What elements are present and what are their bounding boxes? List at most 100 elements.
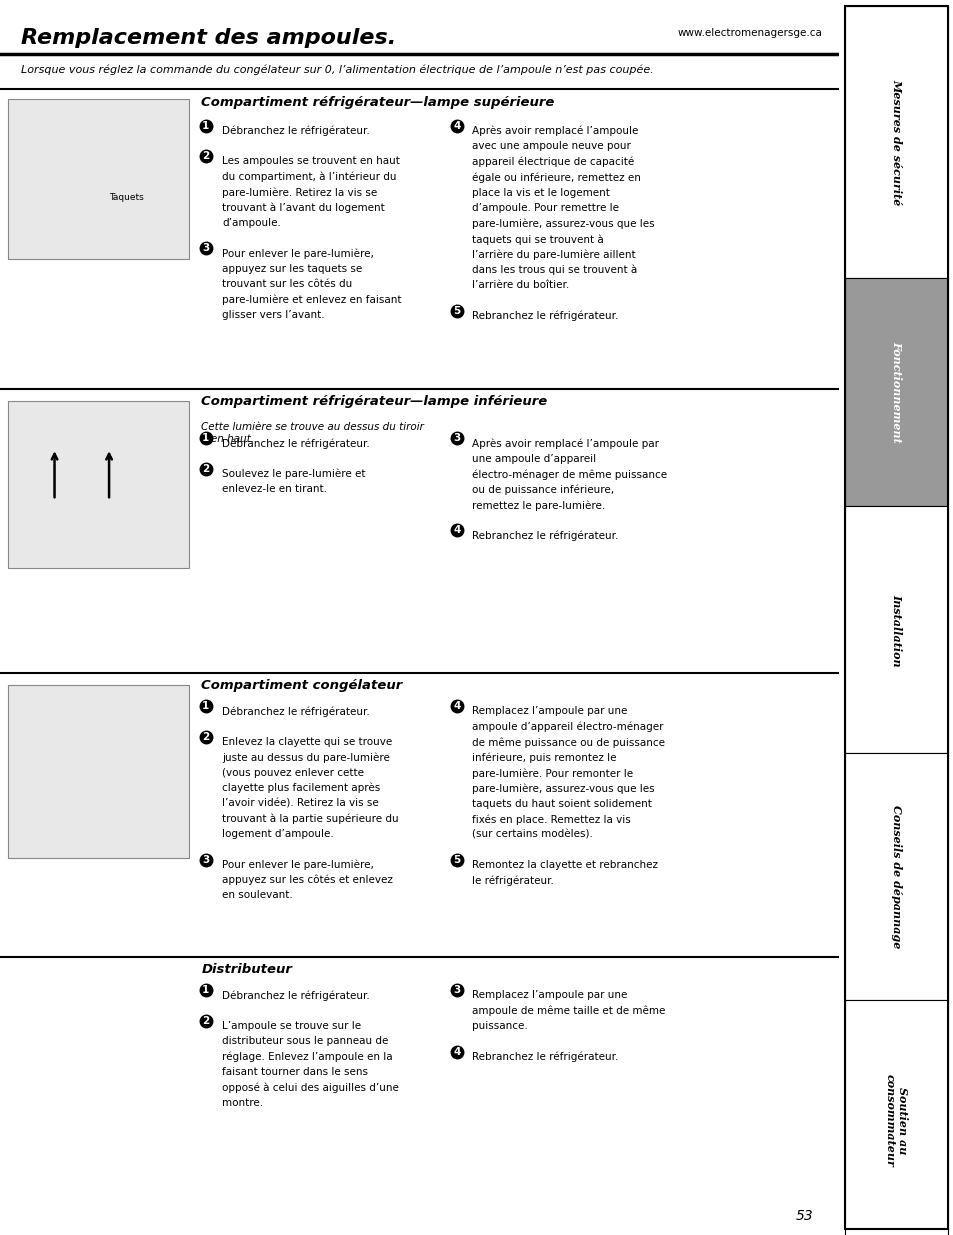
Text: trouvant sur les côtés du: trouvant sur les côtés du: [222, 279, 353, 289]
Text: Installation: Installation: [890, 594, 901, 666]
Text: pare-lumière, assurez-vous que les: pare-lumière, assurez-vous que les: [471, 784, 654, 794]
Bar: [843, 506, 947, 753]
Text: place la vis et le logement: place la vis et le logement: [471, 188, 609, 198]
Text: www.electromenagersge.ca: www.electromenagersge.ca: [677, 28, 821, 38]
Text: opposé à celui des aiguilles d’une: opposé à celui des aiguilles d’une: [222, 1082, 398, 1093]
Text: Rebranchez le réfrigérateur.: Rebranchez le réfrigérateur.: [471, 1051, 618, 1062]
Text: Mesures de sécurité: Mesures de sécurité: [890, 79, 901, 205]
Bar: [9, 685, 189, 858]
Text: Lorsque vous réglez la commande du congélateur sur 0, l’alimentation électrique : Lorsque vous réglez la commande du congé…: [21, 64, 653, 75]
Text: 4: 4: [453, 701, 460, 711]
Text: Débranchez le réfrigérateur.: Débranchez le réfrigérateur.: [222, 706, 370, 718]
Text: 1: 1: [202, 986, 209, 995]
Bar: [843, 278, 947, 506]
Text: l’arrière du boîtier.: l’arrière du boîtier.: [471, 280, 568, 290]
Text: Débranchez le réfrigérateur.: Débranchez le réfrigérateur.: [222, 990, 370, 1002]
Text: pare-lumière, assurez-vous que les: pare-lumière, assurez-vous que les: [471, 219, 654, 230]
Text: clayette plus facilement après: clayette plus facilement après: [222, 783, 380, 794]
Text: puissance.: puissance.: [471, 1021, 527, 1031]
Text: Compartiment congélateur: Compartiment congélateur: [201, 679, 402, 693]
Text: Compartiment réfrigérateur—lampe supérieure: Compartiment réfrigérateur—lampe supérie…: [201, 96, 554, 110]
Text: Fonctionnement: Fonctionnement: [890, 341, 901, 443]
Text: 1: 1: [202, 701, 209, 711]
Text: logement d’ampoule.: logement d’ampoule.: [222, 830, 334, 840]
Text: 3: 3: [454, 986, 460, 995]
Text: appuyez sur les taquets se: appuyez sur les taquets se: [222, 263, 362, 274]
Bar: [843, 753, 947, 1000]
Text: 2: 2: [202, 151, 209, 162]
Text: Débranchez le réfrigérateur.: Débranchez le réfrigérateur.: [222, 438, 370, 450]
Bar: [9, 401, 189, 568]
Text: Soutien au
consommateur: Soutien au consommateur: [883, 1074, 907, 1167]
Text: montre.: montre.: [222, 1098, 263, 1108]
Text: juste au dessus du pare-lumière: juste au dessus du pare-lumière: [222, 752, 390, 763]
Text: Pour enlever le pare-lumière,: Pour enlever le pare-lumière,: [222, 248, 374, 259]
Text: pare-lumière et enlevez en faisant: pare-lumière et enlevez en faisant: [222, 294, 401, 305]
Text: glisser vers l’avant.: glisser vers l’avant.: [222, 310, 325, 320]
Text: Enlevez la clayette qui se trouve: Enlevez la clayette qui se trouve: [222, 736, 393, 747]
Text: d’ampoule.: d’ampoule.: [222, 217, 281, 228]
Text: Après avoir remplacé l’ampoule par: Après avoir remplacé l’ampoule par: [471, 438, 658, 450]
Text: remettez le pare-lumière.: remettez le pare-lumière.: [471, 500, 604, 511]
Text: taquets du haut soient solidement: taquets du haut soient solidement: [471, 799, 651, 809]
Text: 1: 1: [202, 121, 209, 131]
Text: une ampoule d’appareil: une ampoule d’appareil: [471, 453, 595, 464]
Text: ampoule d’appareil électro-ménager: ampoule d’appareil électro-ménager: [471, 721, 662, 732]
Text: 4: 4: [453, 525, 460, 536]
Text: Remplacez l’ampoule par une: Remplacez l’ampoule par une: [471, 706, 626, 716]
Text: dans les trous qui se trouvent à: dans les trous qui se trouvent à: [471, 266, 636, 275]
Text: le réfrigérateur.: le réfrigérateur.: [471, 876, 553, 887]
Text: 4: 4: [453, 1046, 460, 1057]
Text: pare-lumière. Pour remonter le: pare-lumière. Pour remonter le: [471, 768, 632, 779]
Text: 5: 5: [454, 855, 460, 866]
Text: Cette lumière se trouve au dessus du tiroir
d’en haut.: Cette lumière se trouve au dessus du tir…: [201, 422, 424, 443]
Text: Après avoir remplacé l’ampoule: Après avoir remplacé l’ampoule: [471, 126, 638, 137]
Text: 2: 2: [202, 731, 209, 742]
Bar: [843, 6, 947, 278]
Text: trouvant à la partie supérieure du: trouvant à la partie supérieure du: [222, 814, 398, 825]
Text: Remplacement des ampoules.: Remplacement des ampoules.: [21, 28, 395, 48]
Text: appareil électrique de capacité: appareil électrique de capacité: [471, 157, 633, 168]
Text: Distributeur: Distributeur: [201, 963, 292, 977]
Text: distributeur sous le panneau de: distributeur sous le panneau de: [222, 1036, 388, 1046]
Text: Débranchez le réfrigérateur.: Débranchez le réfrigérateur.: [222, 126, 370, 137]
Text: (sur certains modèles).: (sur certains modèles).: [471, 830, 592, 840]
Text: électro-ménager de même puissance: électro-ménager de même puissance: [471, 469, 666, 480]
Text: 53: 53: [795, 1209, 813, 1223]
Text: faisant tourner dans le sens: faisant tourner dans le sens: [222, 1067, 368, 1077]
Text: l’arrière du pare-lumière aillent: l’arrière du pare-lumière aillent: [471, 249, 635, 261]
Text: l’avoir vidée). Retirez la vis se: l’avoir vidée). Retirez la vis se: [222, 799, 378, 809]
Text: 4: 4: [453, 121, 460, 131]
Text: fixés en place. Remettez la vis: fixés en place. Remettez la vis: [471, 815, 630, 825]
Text: (vous pouvez enlever cette: (vous pouvez enlever cette: [222, 768, 364, 778]
Text: 5: 5: [454, 305, 460, 316]
Text: L’ampoule se trouve sur le: L’ampoule se trouve sur le: [222, 1020, 361, 1031]
Text: inférieure, puis remontez le: inférieure, puis remontez le: [471, 753, 616, 763]
Text: égale ou inférieure, remettez en: égale ou inférieure, remettez en: [471, 173, 639, 183]
Text: ampoule de même taille et de même: ampoule de même taille et de même: [471, 1005, 664, 1016]
Text: ou de puissance inférieure,: ou de puissance inférieure,: [471, 484, 613, 495]
Text: Compartiment réfrigérateur—lampe inférieure: Compartiment réfrigérateur—lampe inférie…: [201, 395, 547, 409]
Text: trouvant à l’avant du logement: trouvant à l’avant du logement: [222, 203, 385, 214]
Text: de même puissance ou de puissance: de même puissance ou de puissance: [471, 737, 664, 748]
Text: Remplacez l’ampoule par une: Remplacez l’ampoule par une: [471, 990, 626, 1000]
Text: taquets qui se trouvent à: taquets qui se trouvent à: [471, 235, 602, 245]
Text: Les ampoules se trouvent en haut: Les ampoules se trouvent en haut: [222, 157, 400, 167]
Text: 3: 3: [454, 433, 460, 443]
Text: Remontez la clayette et rebranchez: Remontez la clayette et rebranchez: [471, 860, 657, 871]
Text: 3: 3: [202, 243, 209, 253]
Text: d’ampoule. Pour remettre le: d’ampoule. Pour remettre le: [471, 204, 618, 214]
Text: 2: 2: [202, 1015, 209, 1026]
Text: en soulevant.: en soulevant.: [222, 890, 293, 900]
Text: pare-lumière. Retirez la vis se: pare-lumière. Retirez la vis se: [222, 186, 377, 198]
Bar: [843, 1000, 947, 1235]
Text: 2: 2: [202, 463, 209, 474]
Text: Rebranchez le réfrigérateur.: Rebranchez le réfrigérateur.: [471, 311, 618, 321]
Text: Rebranchez le réfrigérateur.: Rebranchez le réfrigérateur.: [471, 531, 618, 541]
Text: du compartiment, à l’intérieur du: du compartiment, à l’intérieur du: [222, 172, 396, 183]
Text: 3: 3: [202, 855, 209, 864]
Text: appuyez sur les côtés et enlevez: appuyez sur les côtés et enlevez: [222, 876, 393, 885]
Text: avec une ampoule neuve pour: avec une ampoule neuve pour: [471, 142, 630, 152]
Text: Taquets: Taquets: [109, 193, 144, 203]
Bar: [9, 99, 189, 259]
